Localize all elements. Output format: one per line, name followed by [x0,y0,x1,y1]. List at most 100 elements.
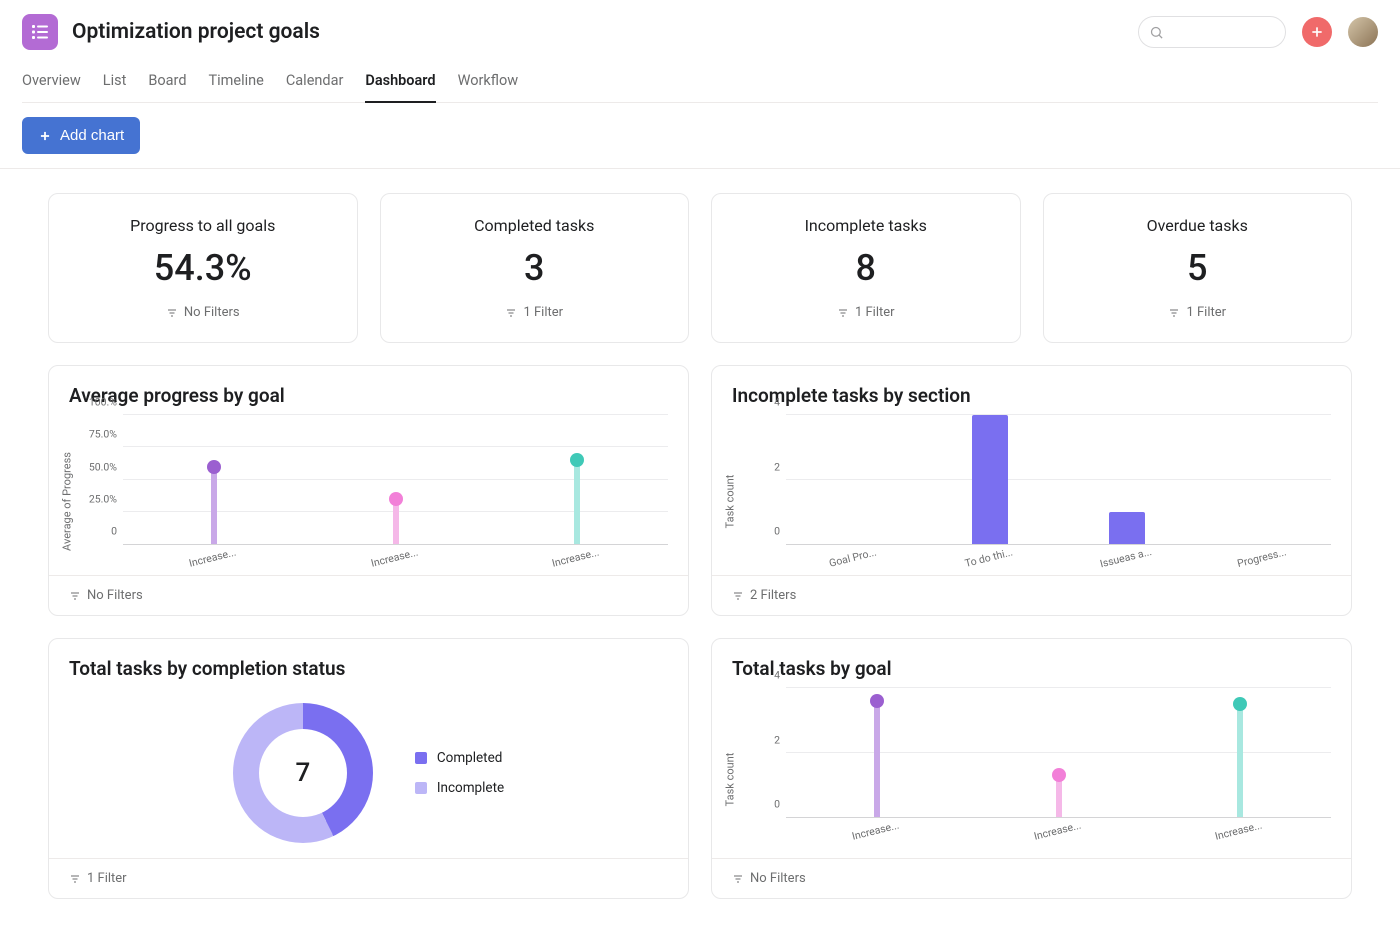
stat-card[interactable]: Incomplete tasks 8 1 Filter [711,193,1021,343]
lollipop-dot [207,460,221,474]
filter-row[interactable]: 1 Filter [69,871,688,886]
chart-tasks-by-goal: Total tasks by goal Task count0 2 4 Increas… [711,638,1352,899]
grid-line [123,479,668,480]
lollipop-dot [1233,697,1247,711]
project-title: Optimization project goals [72,20,320,44]
chart-body: Task count024Goal Pro...To do thi...Issu… [732,415,1331,575]
filter-icon [1168,307,1180,319]
plus-icon [1309,24,1325,40]
y-axis-label: Average of Progress [61,452,74,551]
list-icon [30,22,50,42]
x-labels: Goal Pro...To do thi...Issueas a...Progr… [786,551,1331,575]
x-labels: Increase...Increase...Increase... [786,824,1331,848]
search-input[interactable] [1138,16,1286,48]
filter-icon [732,873,744,885]
filter-row[interactable]: No Filters [732,871,1351,886]
tab-board[interactable]: Board [148,64,186,103]
y-axis-label: Task count [724,475,737,529]
filter-text: 1 Filter [1186,305,1226,320]
stat-value: 5 [1187,247,1207,289]
filter-icon [69,590,81,602]
stat-card[interactable]: Completed tasks 3 1 Filter [380,193,690,343]
y-tick: 0 [738,798,780,811]
title-row: Optimization project goals [22,14,1378,50]
x-labels: Increase...Increase...Increase... [123,551,668,575]
chart-title: Total tasks by completion status [69,657,668,680]
header: Optimization project goals Overview List B… [0,0,1400,103]
y-tick: 4 [738,669,780,682]
tab-workflow[interactable]: Workflow [458,64,519,103]
title-left: Optimization project goals [22,14,320,50]
filter-row[interactable]: No Filters [69,588,688,603]
tab-dashboard[interactable]: Dashboard [365,64,435,103]
stat-card[interactable]: Progress to all goals 54.3% No Filters [48,193,358,343]
stat-value: 54.3% [154,247,252,289]
grid-line [786,752,1331,753]
y-tick: 100.% [75,396,117,409]
stat-title: Incomplete tasks [805,216,927,235]
chart-body: Task count024Increase...Increase...Incre… [732,688,1331,858]
stat-title: Overdue tasks [1147,216,1248,235]
stat-value: 8 [856,247,876,289]
plot-area: 024 [786,415,1331,545]
lollipop-stem [211,467,217,544]
lollipop-dot [389,492,403,506]
lollipop-dot [570,453,584,467]
filter-row[interactable]: 2 Filters [732,588,1351,603]
filter-text: 2 Filters [750,588,796,603]
tab-timeline[interactable]: Timeline [209,64,264,103]
chart-incomplete-section: Incomplete tasks by section Task count02… [711,365,1352,616]
filter-row[interactable]: 1 Filter [837,305,895,320]
lollipop-stem [574,460,580,544]
title-right [1138,16,1378,48]
grid-line [786,414,1331,415]
y-tick: 2 [738,460,780,473]
filter-row[interactable]: No Filters [166,305,240,320]
global-add-button[interactable] [1302,17,1332,47]
filter-row[interactable]: 1 Filter [1168,305,1226,320]
filter-row[interactable]: 1 Filter [505,305,563,320]
project-icon [22,14,58,50]
legend-swatch [415,752,427,764]
dashboard: Progress to all goals 54.3% No Filters C… [0,169,1400,923]
filter-text: 1 Filter [523,305,563,320]
bar [1109,512,1145,544]
chart-title: Total tasks by goal [732,657,1331,680]
chart-avg-progress: Average progress by goal Average of Prog… [48,365,689,616]
legend-item: Completed [415,750,504,766]
filter-text: No Filters [750,871,806,886]
grid-line [786,687,1331,688]
filter-icon [837,307,849,319]
y-tick: 4 [738,396,780,409]
stat-title: Progress to all goals [130,216,275,235]
legend-label: Incomplete [437,780,504,796]
lollipop-stem [874,701,880,817]
y-tick: 0 [75,525,117,538]
add-chart-button[interactable]: Add chart [22,117,140,154]
y-tick: 2 [738,733,780,746]
legend: Completed Incomplete [415,750,504,796]
chart-body: 7 Completed Incomplete [69,688,668,858]
user-avatar[interactable] [1348,17,1378,47]
y-tick: 75.0% [75,428,117,441]
chart-title: Average progress by goal [69,384,668,407]
donut-wrap: 7 Completed Incomplete [69,688,668,858]
y-tick: 50.0% [75,460,117,473]
plus-icon [38,129,52,143]
stat-card[interactable]: Overdue tasks 5 1 Filter [1043,193,1353,343]
legend-item: Incomplete [415,780,504,796]
bar [972,415,1008,544]
grid-line [123,446,668,447]
chart-footer: 1 Filter [49,858,688,898]
tab-list[interactable]: List [103,64,127,103]
tab-overview[interactable]: Overview [22,64,81,103]
lollipop-stem [1237,704,1243,817]
add-chart-label: Add chart [60,127,124,144]
tab-calendar[interactable]: Calendar [286,64,344,103]
search-icon [1149,25,1164,40]
y-axis-label: Task count [724,753,737,807]
filter-icon [505,307,517,319]
chart-title: Incomplete tasks by section [732,384,1331,407]
toolbar: Add chart [0,103,1400,169]
donut: 7 [233,703,373,843]
